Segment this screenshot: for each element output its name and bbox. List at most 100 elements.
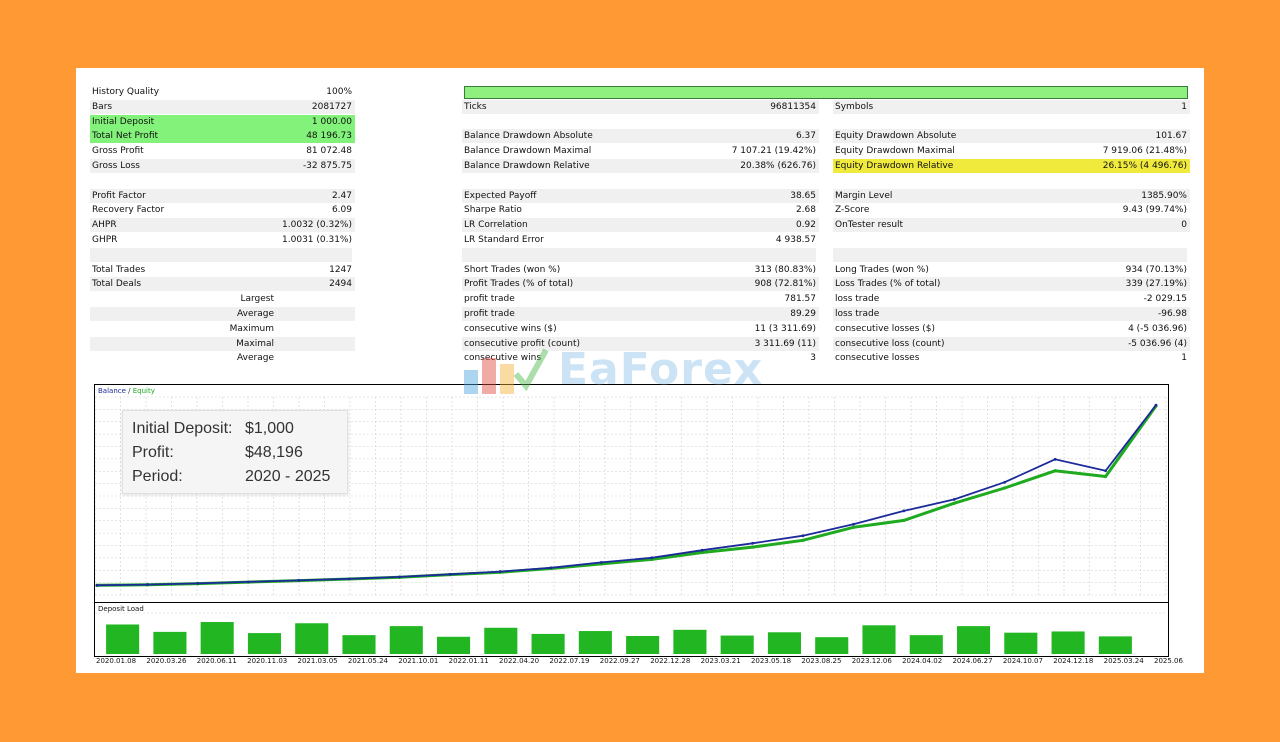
trades-right-6-label: consecutive losses	[835, 353, 920, 364]
equity-dd-1-value: 7 919.06 (21.48%)	[1102, 146, 1187, 157]
initial-deposit-label: Initial Deposit	[90, 114, 282, 129]
balance-point	[852, 522, 855, 526]
equity-point	[801, 538, 805, 542]
balance-point	[599, 561, 603, 564]
trades-mid-5-value: 3 311.69 (11)	[702, 336, 819, 351]
total-net-profit-value: 48 196.73	[280, 129, 355, 144]
ratio-left-1-value: 6.09	[331, 205, 352, 216]
deposit-load-bar	[815, 637, 849, 654]
separator-row	[462, 247, 816, 262]
gross-profit-value: 81 072.48	[306, 146, 352, 157]
deposit-load-bar	[626, 635, 660, 654]
deposit-load-bar	[720, 635, 754, 654]
equity-dd-0-value: 101.67	[1073, 129, 1190, 144]
trades-right-5-value: -5 036.96 (4)	[1073, 336, 1190, 351]
balance-point	[246, 580, 250, 584]
deposit-load-bar	[1098, 636, 1132, 654]
ratio-left-0-label: Profit Factor	[90, 188, 282, 203]
balance-point	[398, 575, 401, 579]
trades-left-2-label: Largest	[240, 294, 274, 305]
ratio-left-1-label: Recovery Factor	[92, 205, 165, 216]
x-tick-label: 2022.09.27	[600, 657, 640, 665]
equity-point	[952, 501, 956, 505]
balance-dd-0-label: Balance Drawdown Absolute	[462, 129, 704, 144]
balance-point	[1104, 469, 1107, 473]
equity-dd-2-value: 26.15% (4 496.76)	[1073, 159, 1190, 173]
gross-profit-label: Gross Profit	[92, 146, 144, 157]
balance-point	[549, 566, 553, 570]
separator-row	[833, 247, 1187, 262]
equity-point	[1103, 474, 1108, 479]
summary-overlay: Initial Deposit: $1,000 Profit: $48,196 …	[122, 410, 348, 494]
trades-left-0-value: 1247	[329, 264, 352, 275]
balance-point	[650, 556, 654, 560]
ratio-right-1-value: 9.43 (99.74%)	[1122, 205, 1187, 216]
ratio-left-2-label: AHPR	[90, 218, 282, 233]
x-tick-label: 2020.01.08	[96, 657, 136, 665]
initial-deposit-value: 1 000.00	[280, 114, 355, 129]
trades-mid-3-value: 89.29	[702, 307, 819, 321]
balance-point	[700, 548, 704, 552]
balance-point	[952, 498, 956, 501]
trades-left-1-value: 2494	[280, 277, 355, 292]
balance-point	[347, 577, 351, 581]
trades-mid-2-label: profit trade	[464, 294, 515, 305]
trades-mid-5-label: consecutive profit (count)	[462, 336, 704, 351]
bars-value: 2081727	[280, 99, 355, 114]
history-quality-value: 100%	[326, 87, 352, 97]
x-tick-label: 2025.03.24	[1104, 657, 1145, 665]
x-tick-label: 2022.01.11	[449, 657, 489, 665]
trades-mid-0-label: Short Trades (won %)	[464, 264, 561, 275]
x-tick-label: 2021.03.05	[298, 657, 338, 665]
overlay-period-value: 2020 - 2025	[245, 468, 331, 485]
trades-right-1-value: 339 (27.19%)	[1073, 277, 1190, 292]
symbols-value: 1	[1073, 99, 1190, 114]
trades-left-0-label: Total Trades	[92, 264, 146, 275]
deposit-load-bar	[767, 632, 801, 654]
x-tick-label: 2021.05.24	[348, 657, 389, 665]
trades-left-2-value	[280, 292, 355, 306]
x-tick-label: 2023.03.21	[701, 657, 741, 665]
trades-mid-4-value: 11 (3 311.69)	[754, 323, 816, 334]
trades-left-5-value	[280, 336, 355, 351]
deposit-load-title: Deposit Load	[98, 605, 144, 613]
ratio-right-2-label: OnTester result	[833, 218, 1075, 233]
x-tick-label: 2022.12.28	[650, 657, 690, 665]
balance-point	[1053, 457, 1057, 461]
balance-point	[801, 534, 805, 538]
trades-left-3-label: Average	[90, 307, 280, 321]
deposit-load-bar	[673, 629, 707, 654]
balance-point	[499, 570, 502, 573]
ratio-right-1-label: Z-Score	[835, 205, 870, 216]
balance-dd-1-value: 7 107.21 (19.42%)	[731, 146, 816, 157]
trades-mid-2-value: 781.57	[784, 294, 817, 305]
trades-left-4-label: Maximum	[229, 323, 274, 334]
date-axis: 2020.01.08 2020.03.26 2020.06.11 2020.11.03…	[96, 657, 1184, 665]
x-tick-label: 2024.06.27	[952, 657, 992, 665]
trades-right-1-label: Loss Trades (% of total)	[833, 277, 1075, 292]
trades-right-6-value: 1	[1181, 353, 1187, 364]
balance-point	[751, 541, 754, 545]
balance-point	[448, 572, 452, 576]
trades-mid-1-value: 908 (72.81%)	[702, 277, 819, 292]
deposit-load-bar	[1004, 632, 1038, 654]
ratio-mid-3-label: LR Standard Error	[464, 235, 544, 245]
history-quality-bar	[464, 86, 1188, 99]
x-tick-label: 2021.10.01	[398, 657, 438, 665]
trades-right-2-label: loss trade	[835, 294, 880, 305]
chart-title: Balance / Equity	[98, 387, 155, 395]
total-net-profit-label: Total Net Profit	[90, 129, 282, 144]
ratio-mid-1-value: 2.68	[795, 205, 816, 216]
trades-left-6-value	[280, 351, 355, 365]
equity-point	[700, 550, 704, 555]
ratio-left-3-value: 1.0031 (0.31%)	[282, 235, 352, 245]
separator-row	[90, 247, 352, 262]
balance-dd-1-label: Balance Drawdown Maximal	[464, 146, 592, 157]
ratio-right-2-value: 0	[1073, 218, 1190, 233]
report-panel: History Quality 100% Bars 2081727 Initial De…	[76, 68, 1204, 673]
balance-dd-0-value: 6.37	[702, 129, 819, 144]
equity-dd-1-label: Equity Drawdown Maximal	[835, 146, 955, 157]
x-tick-label: 2025.06.19	[1154, 657, 1184, 665]
balance-dd-2-value: 20.38% (626.76)	[702, 159, 819, 173]
x-tick-label: 2023.08.25	[801, 657, 841, 665]
